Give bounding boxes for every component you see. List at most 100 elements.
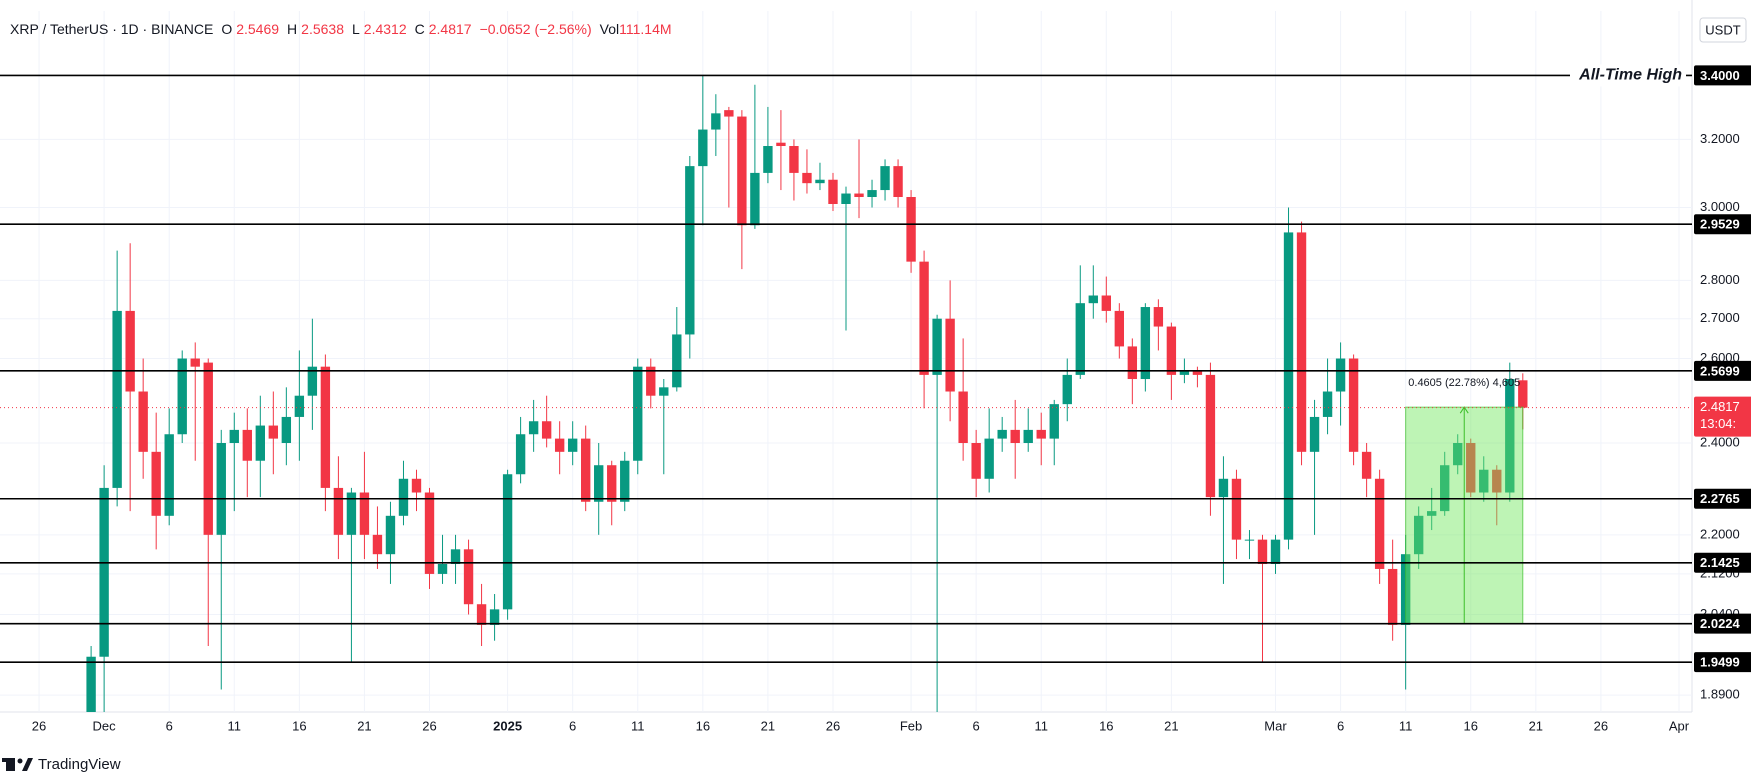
- candle-body: [958, 391, 968, 444]
- candle-body: [997, 429, 1007, 439]
- candle-body: [320, 366, 331, 488]
- y-tick-label: 2.8000: [1700, 272, 1740, 287]
- y-tick-label: 2.4000: [1700, 434, 1740, 449]
- x-tick-label: 6: [973, 718, 980, 733]
- candle-body: [672, 334, 682, 388]
- candle-body: [1427, 511, 1437, 516]
- candle-body: [750, 172, 760, 226]
- x-tick-label: 16: [1099, 718, 1113, 733]
- x-tick-label: 11: [1034, 718, 1048, 733]
- candle-body: [489, 609, 500, 625]
- candle-body: [1387, 568, 1398, 625]
- candle-body: [125, 310, 135, 392]
- candle-body: [776, 142, 786, 147]
- annotation-bg: [1570, 64, 1686, 87]
- candle-body: [346, 492, 357, 535]
- candle-body: [880, 166, 890, 191]
- candle-body: [1348, 358, 1359, 452]
- x-tick-label: 2025: [493, 718, 522, 733]
- candle-body: [815, 179, 825, 184]
- y-tick-label: 2.7000: [1700, 310, 1740, 325]
- candle-body: [802, 172, 812, 184]
- x-tick-label: 6: [569, 718, 576, 733]
- candle-body: [177, 358, 187, 435]
- candle-body: [1492, 469, 1502, 493]
- candle-body: [633, 366, 643, 461]
- candle-body: [502, 474, 513, 610]
- candle-body: [567, 438, 578, 452]
- candle-body: [1309, 416, 1320, 452]
- candle-body: [1518, 380, 1528, 408]
- candle-body: [1479, 469, 1489, 493]
- candle-body: [1088, 295, 1098, 304]
- candle-body: [581, 438, 591, 502]
- candle-body: [216, 443, 226, 535]
- candle-body: [528, 421, 539, 435]
- ohlc-value: 2.5638: [301, 21, 344, 37]
- x-tick-label: Dec: [93, 718, 117, 733]
- candle-body: [86, 656, 96, 712]
- brand-logo: [2, 758, 33, 771]
- level-annotation: All-Time High: [1578, 67, 1682, 84]
- x-tick-label: Feb: [900, 718, 922, 733]
- candle-body: [1361, 451, 1372, 479]
- candle-body: [476, 604, 487, 625]
- candle-body: [372, 534, 383, 555]
- candle-body: [854, 193, 864, 198]
- x-tick-label: 26: [1594, 718, 1608, 733]
- candle-body: [437, 564, 448, 574]
- x-tick-label: 6: [166, 718, 173, 733]
- candle-body: [333, 487, 344, 535]
- last-price-label: 2.4817: [1700, 399, 1740, 414]
- candle-body: [138, 391, 148, 452]
- candle-body: [932, 318, 942, 375]
- currency-box[interactable]: [1699, 17, 1747, 43]
- last-price-box: [1694, 396, 1751, 437]
- candle-body: [659, 387, 669, 396]
- candle-body: [151, 451, 161, 516]
- ohlc-key: L: [352, 21, 360, 37]
- y-tick-label: 3.0000: [1700, 199, 1740, 214]
- candle-body: [1179, 370, 1190, 375]
- candle-body: [685, 166, 695, 335]
- change: −0.0652 (−2.56%): [479, 21, 592, 37]
- candle-body: [411, 478, 422, 493]
- symbol: XRP / TetherUS · 1D · BINANCE: [10, 21, 214, 37]
- candle-body: [1244, 539, 1255, 541]
- candle-body: [1153, 307, 1164, 327]
- candle-body: [1114, 310, 1125, 347]
- candle-body: [763, 146, 773, 173]
- candle-body: [203, 362, 213, 535]
- x-tick-label: 26: [32, 718, 46, 733]
- candle-body: [1023, 429, 1033, 444]
- candle-body: [1049, 404, 1059, 439]
- brand: TradingView: [38, 756, 121, 773]
- candle-body: [1257, 539, 1268, 565]
- candle-body: [1322, 391, 1333, 417]
- candle-body: [515, 434, 526, 475]
- candle-body: [463, 549, 474, 605]
- x-tick-label: 11: [1399, 718, 1413, 733]
- x-tick-label: 21: [1529, 718, 1543, 733]
- candle-body: [984, 438, 994, 479]
- candle-body: [594, 465, 604, 502]
- candle-body: [1101, 295, 1111, 311]
- candle-body: [945, 318, 955, 392]
- candle-body: [841, 193, 851, 204]
- level-label: 1.9499: [1700, 655, 1740, 670]
- candle-body: [424, 492, 435, 574]
- candle-body: [398, 478, 409, 516]
- level-label-box: [1694, 214, 1751, 235]
- candle-body: [268, 425, 279, 439]
- plot-area: [86, 75, 1528, 712]
- level-label: 2.0224: [1700, 616, 1741, 631]
- candle-body: [190, 358, 200, 367]
- ohlc-value: 2.4312: [363, 21, 407, 37]
- x-tick-label: 26: [422, 718, 436, 733]
- candle-body: [281, 416, 292, 444]
- y-tick-label: 1.8900: [1700, 687, 1740, 702]
- candle-body: [1231, 478, 1242, 540]
- measure-arrowhead: [1459, 406, 1469, 414]
- level-label-box: [1694, 65, 1751, 86]
